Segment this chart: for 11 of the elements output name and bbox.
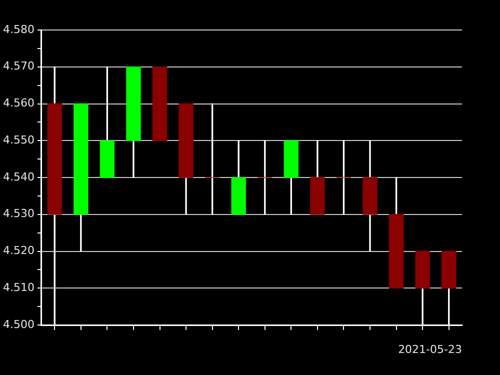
y-tick-label: 4.580	[2, 22, 34, 36]
y-tick-label: 4.500	[2, 318, 34, 331]
candlestick	[362, 140, 378, 252]
y-tick-label: 4.530	[2, 207, 34, 220]
text: 2021-05-23	[398, 342, 462, 356]
y-tick-label: 4.560	[2, 96, 34, 110]
y-tick-label: 4.520	[2, 244, 34, 258]
y-tick-label: 4.570	[2, 60, 34, 73]
y-tick-label: 4.550	[2, 133, 34, 146]
y-tick-label: 4.540	[2, 170, 34, 184]
y-tick-label: 4.510	[2, 280, 34, 294]
